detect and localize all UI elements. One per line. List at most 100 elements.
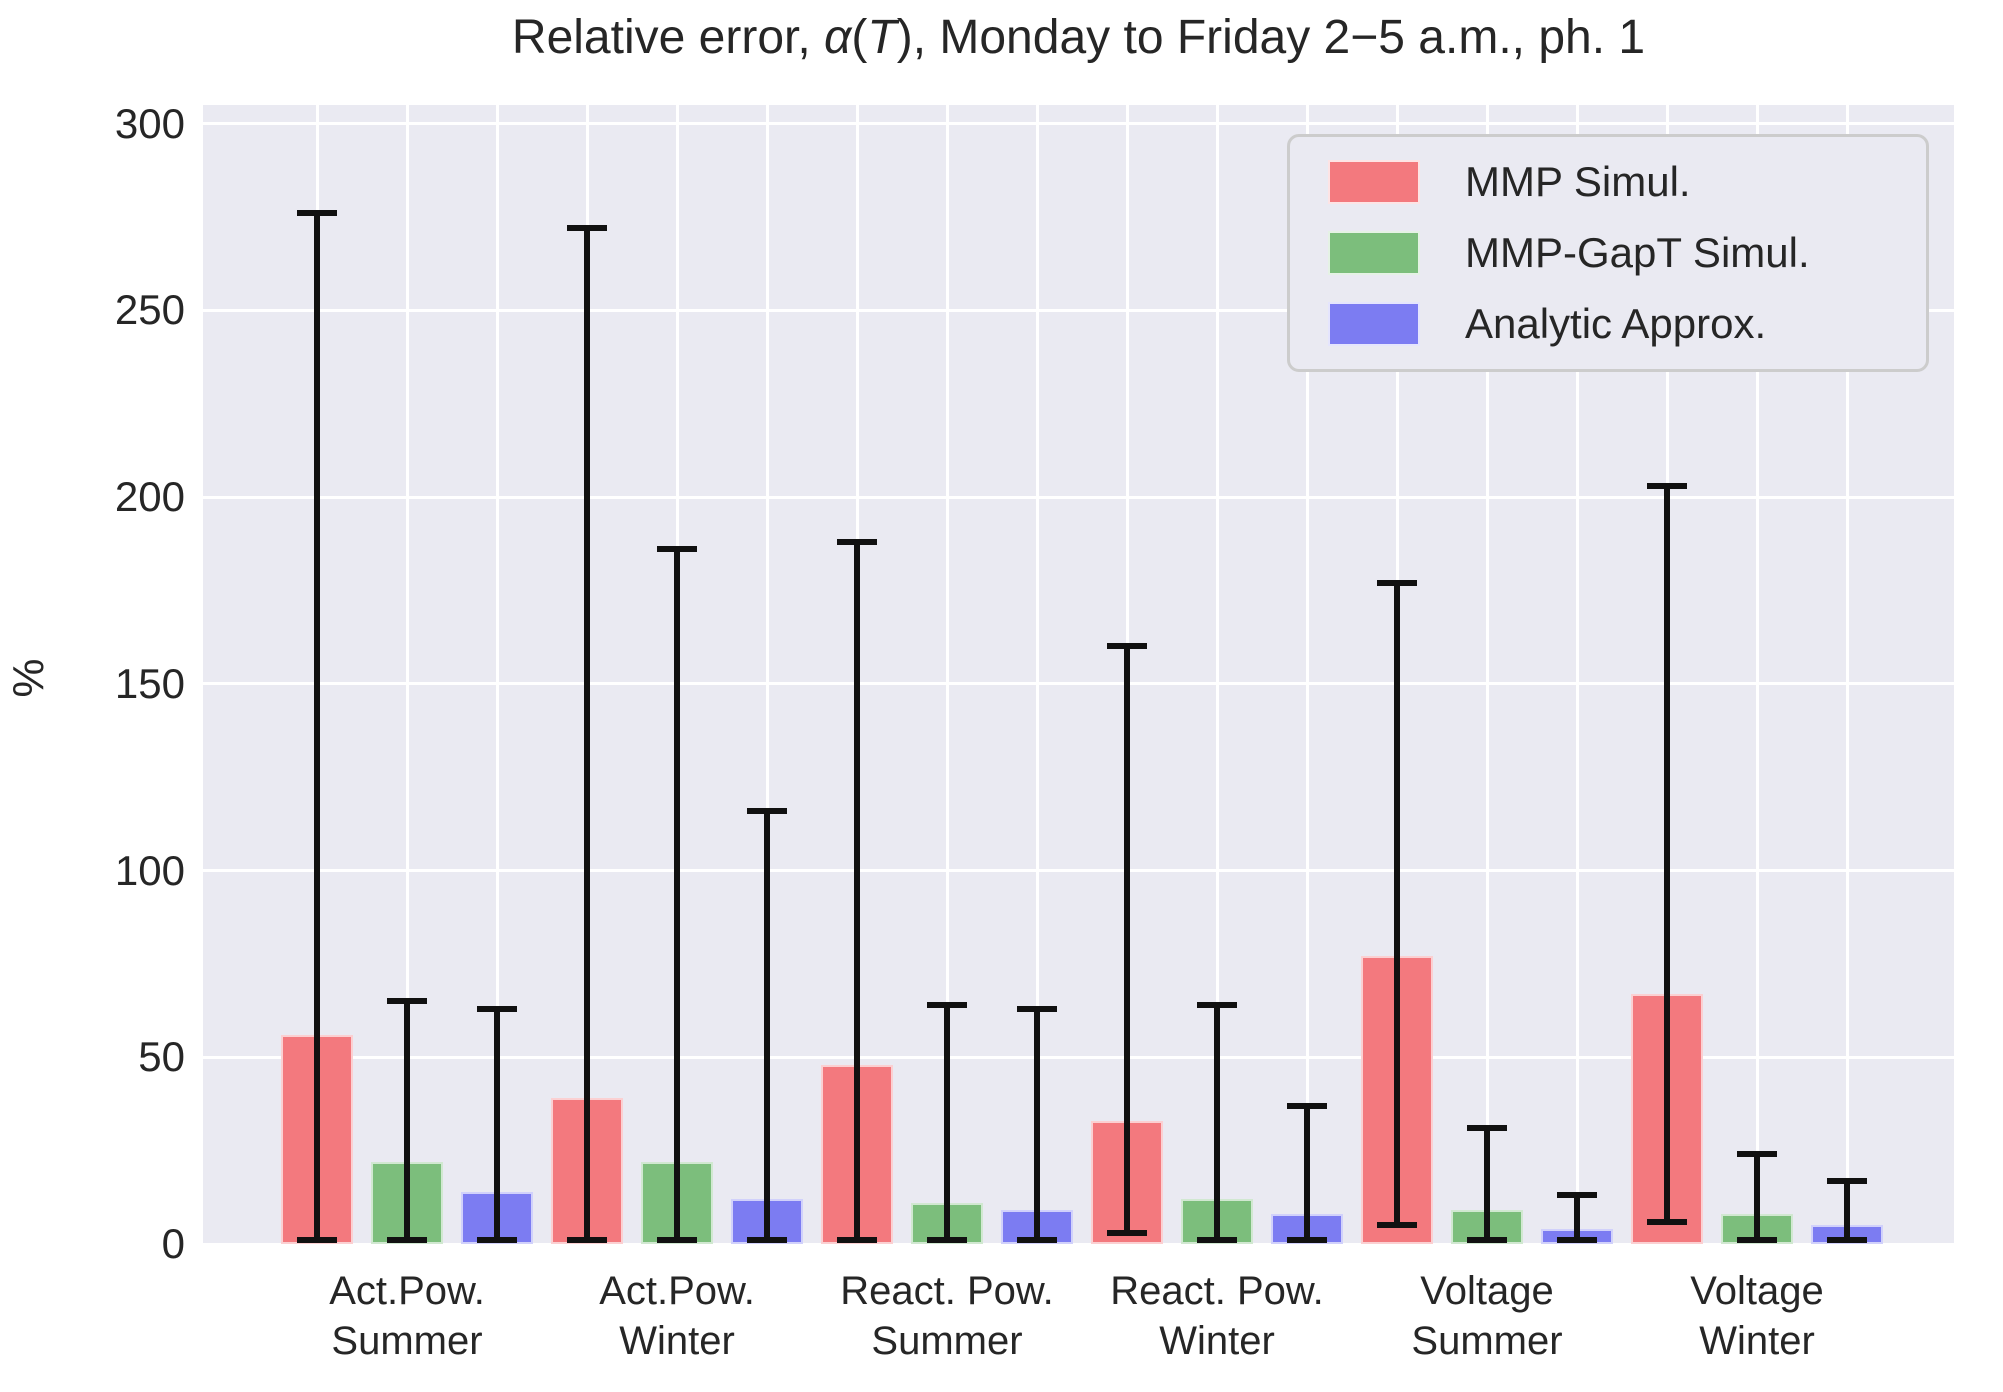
errorbar-cap-top-mmp-simul-g5 (1647, 482, 1687, 489)
gridline-x-g3-s1 (1215, 105, 1219, 1244)
x-tick-line1: React. Pow. (840, 1269, 1054, 1313)
errorbar-cap-top-analytic-approx-g2 (1017, 1005, 1057, 1012)
x-tick-label-voltage-winter: Voltage Winter (1607, 1266, 1907, 1366)
errorbar-cap-top-analytic-approx-g3 (1287, 1102, 1327, 1109)
errorbar-cap-top-mmp-simul-g3 (1107, 643, 1147, 650)
errorbar-cap-bottom-analytic-approx-g3 (1287, 1237, 1327, 1244)
x-tick-label-act-pow-summer: Act.Pow. Summer (257, 1266, 557, 1366)
x-tick-line1: React. Pow. (1110, 1269, 1324, 1313)
gridline-x-g5-s1 (1755, 105, 1759, 1244)
title-prefix: Relative error, (511, 11, 825, 64)
gridline-y-200 (203, 495, 1954, 499)
y-tick-label-300: 300 (114, 99, 185, 147)
errorbar-cap-bottom-mmp-gapt-simul-g0 (387, 1237, 427, 1244)
legend: MMP Simul. MMP-GapT Simul. Analytic Appr… (1287, 134, 1929, 372)
x-tick-label-voltage-summer: Voltage Summer (1337, 1266, 1637, 1366)
errorbar-line-mmp-simul-g0 (314, 213, 320, 1241)
gridline-y-300 (203, 122, 1954, 126)
errorbar-cap-top-analytic-approx-g0 (477, 1005, 517, 1012)
x-tick-label-react-pow-summer: React. Pow. Summer (797, 1266, 1097, 1366)
x-tick-line1: Act.Pow. (599, 1269, 755, 1313)
title-paren-open: ( (851, 11, 868, 64)
x-tick-line1: Act.Pow. (329, 1269, 485, 1313)
errorbar-line-analytic-approx-g2 (1034, 1008, 1040, 1241)
errorbar-cap-bottom-mmp-simul-g0 (297, 1237, 337, 1244)
errorbar-line-analytic-approx-g4 (1574, 1195, 1580, 1241)
title-paren-close: ) (896, 11, 913, 64)
errorbar-cap-top-mmp-gapt-simul-g2 (927, 1001, 967, 1008)
legend-label-mmp-simul: MMP Simul. (1465, 158, 1691, 206)
x-tick-line2: Summer (331, 1319, 483, 1363)
errorbar-cap-bottom-mmp-simul-g1 (567, 1237, 607, 1244)
errorbar-line-analytic-approx-g0 (494, 1008, 500, 1241)
legend-swatch-mmp-gapt-simul (1328, 230, 1420, 275)
x-tick-label-act-pow-winter: Act.Pow. Winter (527, 1266, 827, 1366)
errorbar-cap-top-mmp-simul-g2 (837, 538, 877, 545)
errorbar-line-analytic-approx-g1 (764, 810, 770, 1241)
errorbar-line-analytic-approx-g3 (1304, 1105, 1310, 1241)
y-tick-label-50: 50 (138, 1033, 185, 1081)
legend-label-mmp-gapt-simul: MMP-GapT Simul. (1465, 228, 1810, 276)
x-tick-line2: Summer (871, 1319, 1023, 1363)
gridline-y-150 (203, 682, 1954, 686)
gridline-y-100 (203, 869, 1954, 873)
x-tick-line2: Winter (619, 1319, 735, 1363)
gridline-y-250 (203, 308, 1954, 312)
errorbar-line-mmp-simul-g2 (854, 541, 860, 1241)
legend-swatch-mmp-simul (1328, 160, 1420, 205)
errorbar-cap-top-mmp-gapt-simul-g0 (387, 998, 427, 1005)
errorbar-cap-bottom-analytic-approx-g4 (1557, 1237, 1597, 1244)
y-tick-label-250: 250 (114, 286, 185, 334)
legend-entry-mmp-gapt-simul: MMP-GapT Simul. (1328, 229, 1926, 277)
errorbar-cap-top-analytic-approx-g5 (1827, 1177, 1867, 1184)
errorbar-cap-bottom-mmp-simul-g4 (1377, 1222, 1417, 1229)
y-tick-label-150: 150 (114, 659, 185, 707)
errorbar-cap-bottom-analytic-approx-g2 (1017, 1237, 1057, 1244)
errorbar-line-mmp-gapt-simul-g2 (944, 1004, 950, 1241)
legend-swatch-analytic-approx (1328, 301, 1420, 346)
errorbar-cap-bottom-mmp-gapt-simul-g5 (1737, 1237, 1777, 1244)
errorbar-cap-bottom-mmp-gapt-simul-g2 (927, 1237, 967, 1244)
errorbar-line-mmp-simul-g1 (584, 228, 590, 1241)
gridline-x-g2-s1 (945, 105, 949, 1244)
gridline-x-g3-s2 (1305, 105, 1309, 1244)
title-variable-T: T (867, 11, 897, 64)
gridline-x-g4-s1 (1485, 105, 1489, 1244)
errorbar-line-mmp-gapt-simul-g4 (1484, 1128, 1490, 1241)
legend-label-analytic-approx: Analytic Approx. (1465, 299, 1767, 347)
gridline-y-0 (203, 1242, 1954, 1246)
errorbar-cap-top-mmp-simul-g1 (567, 225, 607, 232)
errorbar-cap-bottom-mmp-gapt-simul-g3 (1197, 1237, 1237, 1244)
x-tick-label-react-pow-winter: React. Pow. Winter (1067, 1266, 1367, 1366)
title-alpha-symbol: α (824, 11, 852, 64)
errorbar-cap-top-mmp-simul-g0 (297, 210, 337, 217)
errorbar-line-mmp-gapt-simul-g0 (404, 1001, 410, 1241)
x-tick-line2: Winter (1699, 1319, 1815, 1363)
legend-entry-analytic-approx: Analytic Approx. (1328, 300, 1926, 348)
gridline-x-g0-s1 (405, 105, 409, 1244)
legend-entry-mmp-simul: MMP Simul. (1328, 158, 1926, 206)
x-tick-line1: Voltage (1690, 1269, 1824, 1313)
errorbar-cap-bottom-analytic-approx-g1 (747, 1237, 787, 1244)
errorbar-cap-bottom-mmp-gapt-simul-g4 (1467, 1237, 1507, 1244)
errorbar-line-analytic-approx-g5 (1844, 1180, 1850, 1241)
errorbar-line-mmp-simul-g3 (1124, 646, 1130, 1233)
gridline-y-50 (203, 1055, 1954, 1059)
x-tick-line1: Voltage (1420, 1269, 1554, 1313)
y-tick-label-200: 200 (114, 473, 185, 521)
errorbar-cap-top-mmp-gapt-simul-g5 (1737, 1151, 1777, 1158)
y-tick-label-100: 100 (114, 846, 185, 894)
errorbar-cap-top-mmp-gapt-simul-g1 (657, 546, 697, 553)
gridline-x-g0-s2 (495, 105, 499, 1244)
y-tick-label-0: 0 (161, 1220, 185, 1267)
title-suffix: , Monday to Friday 2−5 a.m., ph. 1 (912, 11, 1646, 64)
errorbar-cap-top-analytic-approx-g4 (1557, 1192, 1597, 1199)
x-tick-line2: Summer (1411, 1319, 1563, 1363)
errorbar-cap-bottom-mmp-simul-g5 (1647, 1218, 1687, 1225)
errorbar-cap-bottom-analytic-approx-g5 (1827, 1237, 1867, 1244)
gridline-x-g1-s2 (765, 105, 769, 1244)
errorbar-cap-bottom-analytic-approx-g0 (477, 1237, 517, 1244)
gridline-x-g5-s2 (1845, 105, 1849, 1244)
errorbar-cap-bottom-mmp-simul-g2 (837, 1237, 877, 1244)
